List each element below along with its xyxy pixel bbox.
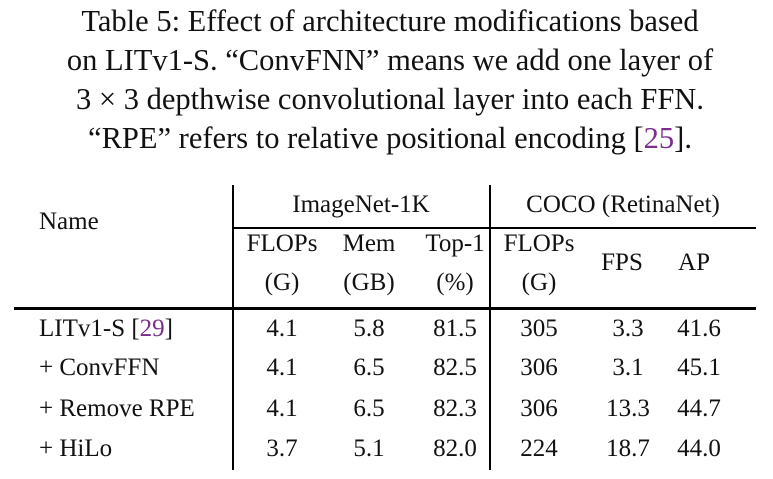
table-cell: 44.7 [677,395,721,422]
caption-text: “RPE” refers to relative positional enco… [88,121,644,155]
column-header: Top-1 [425,230,485,257]
results-table: Name ImageNet-1K COCO (RetinaNet) FLOPs … [14,185,756,470]
group-header-coco: COCO (RetinaNet) [526,191,720,218]
table-caption: Table 5: Effect of architecture modifica… [14,2,766,158]
table-cell: 45.1 [677,354,721,381]
column-header: FPS [601,249,643,276]
column-header: FLOPs [503,230,575,257]
row-name-end: ] [164,315,173,342]
group-rule [233,227,756,229]
name-header: Name [39,208,99,235]
caption-line-4: “RPE” refers to relative positional enco… [14,119,766,158]
citation-link[interactable]: 29 [139,315,165,342]
column-header: Mem [342,230,396,257]
table-cell: 18.7 [606,435,650,462]
table-cell: 6.5 [353,395,385,422]
table-cell: 4.1 [266,315,298,342]
column-header-unit: (GB) [343,269,395,296]
table-cell: 306 [520,395,558,422]
table-cell: 224 [520,435,558,462]
caption-text-end: ]. [674,121,692,155]
column-header-unit: (G) [264,269,300,296]
table-cell: 3.7 [266,435,298,462]
table-cell: 5.1 [353,435,385,462]
table-cell: 306 [520,354,558,381]
header-rule [14,307,756,310]
table-cell: 3.1 [612,354,644,381]
table-cell: 82.3 [433,395,477,422]
table-cell: 13.3 [606,395,650,422]
table-cell: 3.3 [612,315,644,342]
table-cell: 5.8 [353,315,385,342]
column-header-unit: (%) [436,269,474,296]
row-name: + Remove RPE [39,395,195,422]
caption-line-1: Table 5: Effect of architecture modifica… [81,4,699,38]
column-separator [232,185,234,470]
table-cell: 4.1 [266,395,298,422]
column-header: FLOPs [246,230,318,257]
table-cell: 4.1 [266,354,298,381]
citation-link[interactable]: 25 [643,121,675,155]
group-header-imagenet: ImageNet-1K [292,191,430,218]
row-name-text: LITv1-S [ [39,315,140,342]
caption-line-2: on LITv1-S. “ConvFNN” means we add one l… [66,43,714,77]
table-cell: 81.5 [433,315,477,342]
column-header-unit: (G) [521,269,557,296]
table-cell: 44.0 [677,435,721,462]
column-header: AP [678,249,710,276]
table-cell: 82.5 [433,354,477,381]
table-cell: 305 [520,315,558,342]
row-name: LITv1-S [29] [39,314,173,344]
row-name: + ConvFFN [39,354,160,381]
row-name: + HiLo [39,435,113,462]
table-cell: 41.6 [677,315,721,342]
caption-line-3: 3 × 3 depthwise convolutional layer into… [76,82,704,116]
column-separator [489,185,491,470]
table-cell: 82.0 [433,435,477,462]
table-cell: 6.5 [353,354,385,381]
